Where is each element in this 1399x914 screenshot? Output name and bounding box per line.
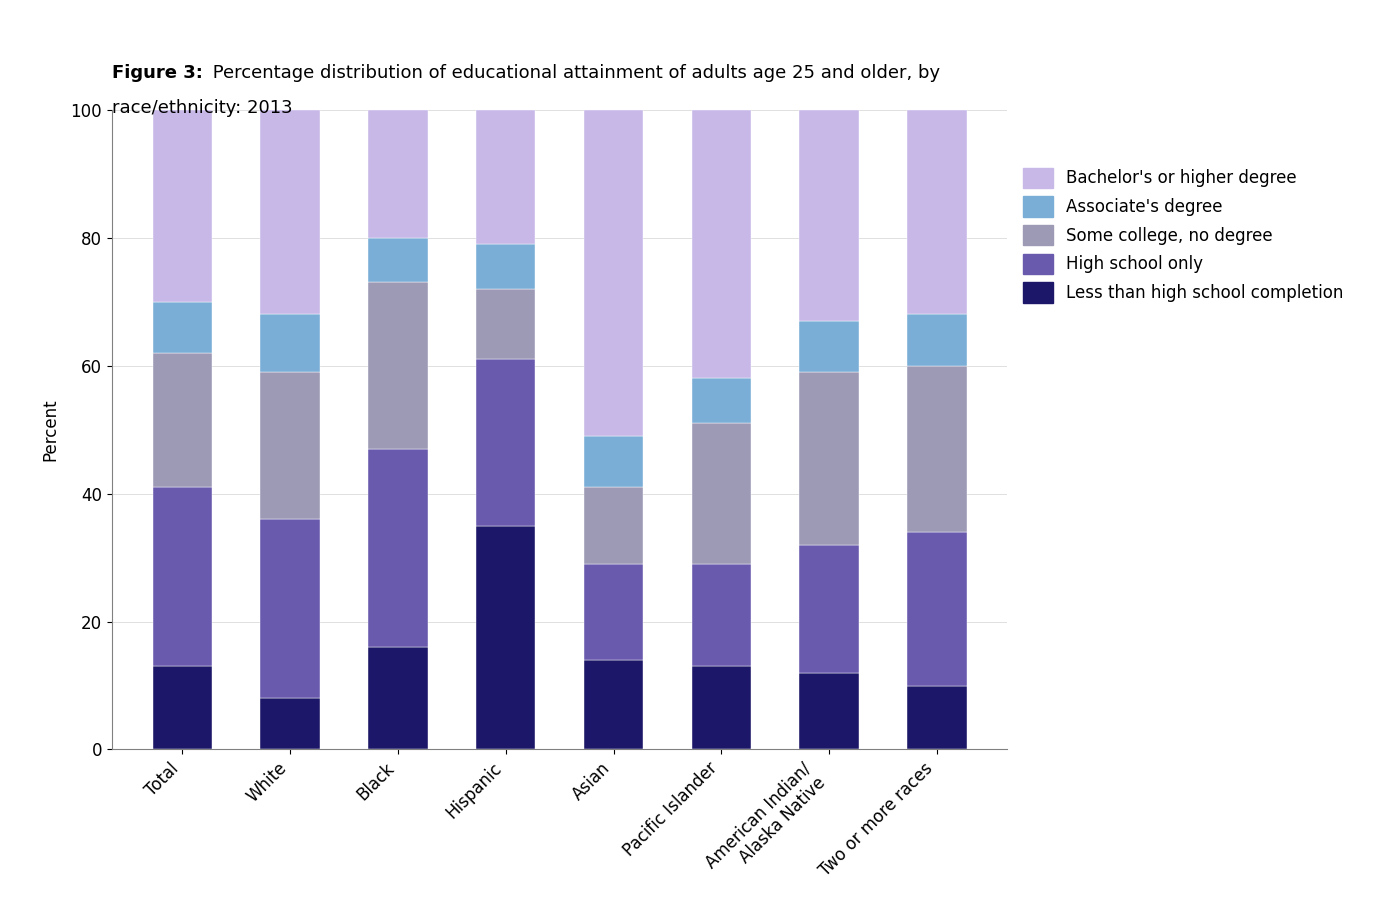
Bar [583,487,644,564]
Bar [368,449,428,647]
Bar [476,289,536,359]
Bar [691,423,751,564]
Bar [583,660,644,749]
Bar [260,314,320,372]
Bar [476,244,536,289]
Bar [152,666,211,749]
Text: race/ethnicity: 2013: race/ethnicity: 2013 [112,99,292,117]
Bar [476,526,536,749]
Bar [691,110,751,378]
Bar [799,545,859,673]
Bar [799,673,859,749]
Bar [691,666,751,749]
Bar [908,532,967,686]
Bar [908,314,967,366]
Bar [583,436,644,487]
Bar [152,353,211,487]
Bar [152,487,211,666]
Bar [583,564,644,660]
Bar [908,686,967,749]
Text: Percentage distribution of educational attainment of adults age 25 and older, by: Percentage distribution of educational a… [207,64,940,82]
Bar [260,519,320,698]
Bar [260,698,320,749]
Bar [152,110,211,302]
Bar [799,372,859,545]
Bar [691,378,751,423]
Bar [476,110,536,244]
Bar [908,110,967,314]
Bar [583,110,644,436]
Bar [908,366,967,532]
Bar [368,647,428,749]
Bar [691,564,751,666]
Bar [260,110,320,314]
Y-axis label: Percent: Percent [42,399,60,461]
Text: Figure 3:: Figure 3: [112,64,203,82]
Bar [799,321,859,372]
Legend: Bachelor's or higher degree, Associate's degree, Some college, no degree, High s: Bachelor's or higher degree, Associate's… [1016,161,1350,309]
Bar [152,302,211,353]
Bar [799,110,859,321]
Bar [368,282,428,449]
Bar [260,372,320,519]
Bar [476,359,536,526]
Bar [368,238,428,282]
Bar [368,110,428,238]
